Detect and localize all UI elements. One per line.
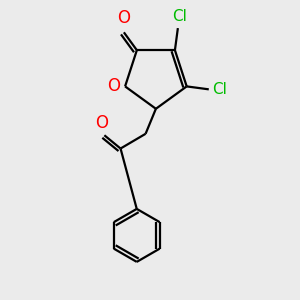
Text: Cl: Cl xyxy=(172,9,187,24)
Text: O: O xyxy=(117,9,130,27)
Text: O: O xyxy=(95,114,108,132)
Text: Cl: Cl xyxy=(213,82,227,97)
Text: O: O xyxy=(107,77,120,95)
